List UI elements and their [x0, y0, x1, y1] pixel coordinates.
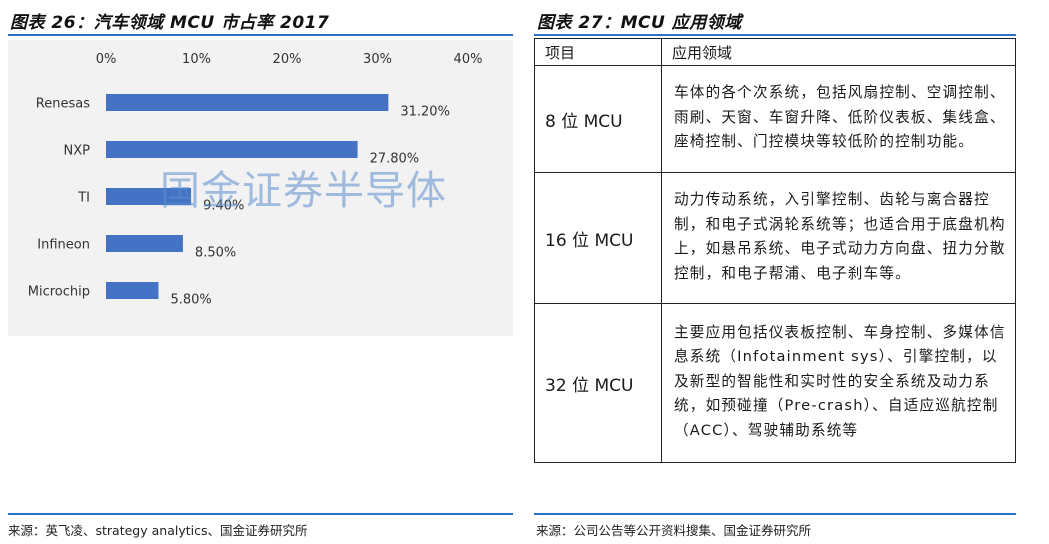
watermark: 国金证券半导体 [160, 168, 447, 214]
bar-chart: 0% 10% 20% 30% 40% Renesas 31.20% NXP 27.80% TI 9.… [28, 52, 483, 308]
data-label: 27.80% [370, 152, 420, 167]
bar [106, 94, 389, 111]
chart-area: 0% 10% 20% 30% 40% Renesas 31.20% NXP 27.80% TI 9.… [8, 40, 513, 336]
category-label: Infineon [37, 238, 90, 253]
category-label: Microchip [28, 285, 90, 300]
table-row: 16 位 MCU 动力传动系统，入引擎控制、齿轮与离合器控制，和电子式涡轮系统等… [534, 172, 1016, 304]
source-rule [8, 513, 513, 515]
x-tick-label: 0% [96, 52, 117, 67]
bar [106, 141, 358, 158]
x-tick-label: 30% [363, 52, 392, 67]
table-row: 8 位 MCU 车体的各个次系统，包括风扇控制、空调控制、雨刷、天窗、车窗升降、… [534, 65, 1016, 173]
table-header-row: 项目 应用领域 [534, 38, 1016, 66]
bar [106, 282, 159, 299]
x-tick-label: 40% [454, 52, 483, 67]
row-value: 主要应用包括仪表板控制、车身控制、多媒体信息系统（Infotainment sy… [661, 303, 1016, 463]
category-label: TI [77, 191, 90, 206]
category-label: NXP [64, 144, 91, 159]
table-row: 32 位 MCU 主要应用包括仪表板控制、车身控制、多媒体信息系统（Infota… [534, 303, 1016, 463]
data-label: 8.50% [195, 246, 236, 261]
chart-title: 图表 26：汽车领域 MCU 市占率 2017 [10, 13, 330, 33]
row-key: 16 位 MCU [534, 172, 662, 304]
mcu-application-table: 项目 应用领域 8 位 MCU 车体的各个次系统，包括风扇控制、空调控制、雨刷、… [534, 38, 1016, 463]
table-source: 来源：公司公告等公开资料搜集、国金证券研究所 [536, 523, 812, 538]
x-tick-label: 20% [273, 52, 302, 67]
header-item: 项目 [534, 38, 662, 66]
data-label: 5.80% [170, 293, 211, 308]
bar [106, 188, 192, 205]
title-rule [534, 34, 1016, 36]
row-key: 8 位 MCU [534, 65, 662, 173]
header-application: 应用领域 [661, 38, 1016, 66]
x-tick-label: 10% [182, 52, 211, 67]
category-label: Renesas [36, 97, 90, 112]
data-label: 9.40% [203, 199, 244, 214]
title-rule [8, 34, 513, 36]
source-rule [534, 513, 1016, 515]
bar [106, 235, 183, 252]
row-value: 车体的各个次系统，包括风扇控制、空调控制、雨刷、天窗、车窗升降、低阶仪表板、集线… [661, 65, 1016, 173]
data-label: 31.20% [400, 105, 450, 120]
row-key: 32 位 MCU [534, 303, 662, 463]
table-title: 图表 27：MCU 应用领域 [537, 13, 742, 33]
row-value: 动力传动系统，入引擎控制、齿轮与离合器控制，和电子式涡轮系统等；也适合用于底盘机… [661, 172, 1016, 304]
chart-source: 来源：英飞凌、strategy analytics、国金证券研究所 [8, 523, 308, 538]
